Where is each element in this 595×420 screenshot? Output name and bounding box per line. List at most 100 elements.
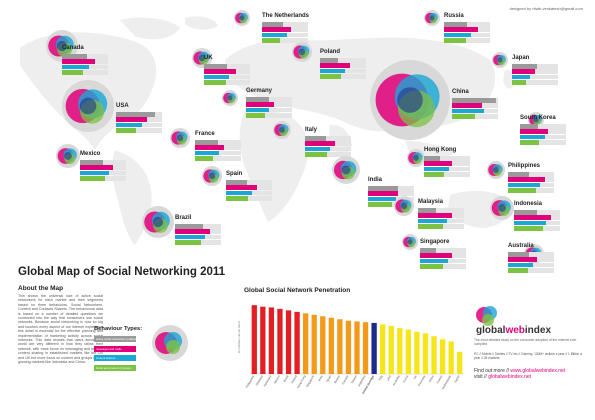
bar-fill bbox=[305, 136, 326, 141]
bar-track bbox=[262, 38, 308, 43]
bar-fill bbox=[444, 22, 467, 27]
country-bars bbox=[520, 124, 566, 146]
bar-row bbox=[452, 98, 498, 103]
bar-fill bbox=[424, 161, 452, 166]
venn-overlap bbox=[279, 127, 285, 133]
legend-heading: Behaviour Types: bbox=[94, 326, 143, 332]
venn-overlap bbox=[208, 172, 216, 180]
bar-fill bbox=[116, 122, 142, 128]
legend-swatch-cyan: content sharers bbox=[94, 355, 136, 361]
x-tick-label: Australia bbox=[392, 374, 401, 386]
bar-row bbox=[444, 22, 490, 27]
country-venn bbox=[273, 121, 291, 139]
bar-row bbox=[62, 70, 108, 75]
bar-fill bbox=[424, 156, 441, 161]
country-venn bbox=[402, 234, 418, 250]
bar-fill bbox=[520, 124, 539, 129]
country-name: Mexico bbox=[80, 151, 101, 157]
bar-row bbox=[204, 80, 250, 85]
bar-row bbox=[520, 124, 566, 129]
bar-row bbox=[175, 224, 221, 229]
y-axis-label: % of Active Internet Users bbox=[237, 320, 241, 353]
bar-fill bbox=[508, 172, 529, 177]
country-name: Poland bbox=[320, 49, 341, 55]
bar-row bbox=[514, 210, 560, 215]
bar-track bbox=[195, 156, 241, 161]
bar-row bbox=[262, 38, 308, 43]
country-name: Indonesia bbox=[514, 201, 543, 207]
bar-fill bbox=[246, 102, 274, 107]
country-name: France bbox=[195, 131, 215, 137]
country-bars bbox=[420, 248, 466, 270]
chart-bar bbox=[397, 328, 403, 374]
x-tick-label: India bbox=[317, 374, 324, 382]
bar-fill bbox=[226, 190, 252, 196]
bar-row bbox=[80, 176, 126, 181]
bar-row bbox=[204, 74, 250, 80]
bar-track bbox=[226, 180, 272, 185]
bar-row bbox=[262, 22, 308, 27]
bar-row bbox=[320, 58, 366, 63]
bar-row bbox=[508, 257, 554, 262]
bar-track bbox=[508, 252, 554, 257]
venn-overlap bbox=[227, 95, 233, 101]
bar-fill bbox=[305, 146, 331, 152]
bar-row bbox=[305, 136, 351, 141]
bar-fill bbox=[514, 215, 551, 220]
bar-track bbox=[444, 38, 490, 43]
bar-track bbox=[204, 80, 250, 85]
venn-overlap bbox=[429, 15, 435, 21]
venn-overlap bbox=[397, 87, 423, 113]
bar-fill bbox=[508, 262, 533, 268]
bar-fill bbox=[512, 64, 538, 69]
chart-bar bbox=[277, 308, 283, 374]
bar-fill bbox=[444, 38, 467, 43]
gwi-intro: The most detailed study on the consumer … bbox=[474, 338, 577, 347]
x-tick-label: Taiwan bbox=[350, 374, 358, 384]
bar-track bbox=[195, 140, 241, 145]
chart-bar bbox=[354, 321, 360, 374]
bar-row bbox=[418, 224, 464, 229]
country-bars bbox=[368, 186, 414, 208]
bar-row bbox=[444, 32, 490, 38]
bar-row bbox=[452, 108, 498, 114]
bar-row bbox=[512, 69, 558, 74]
venn-overlap bbox=[413, 155, 419, 161]
logo-word-global: global bbox=[476, 325, 506, 335]
website-link[interactable]: www.globalwebindex.net bbox=[510, 368, 566, 374]
legend-swatch-green: brand and product of groups bbox=[94, 364, 136, 371]
bar-fill bbox=[246, 113, 266, 118]
bar-fill bbox=[262, 32, 288, 38]
bar-track bbox=[520, 124, 566, 129]
bar-row bbox=[418, 213, 464, 218]
logo-circle-green bbox=[482, 314, 494, 326]
logo-word-index: index bbox=[525, 325, 552, 335]
bar-fill bbox=[368, 186, 398, 191]
country-venn bbox=[370, 60, 450, 140]
bar-row bbox=[424, 156, 470, 161]
bar-track bbox=[444, 22, 490, 27]
bar-fill bbox=[514, 226, 543, 231]
bar-track bbox=[424, 172, 470, 177]
country-venn bbox=[56, 144, 80, 168]
bar-fill bbox=[80, 170, 109, 176]
legend-item: brand and product of groups bbox=[94, 364, 142, 372]
bar-row bbox=[204, 69, 250, 74]
bar-row bbox=[424, 161, 470, 166]
chart-title: Global Social Network Penetration bbox=[244, 287, 351, 294]
bar-fill bbox=[420, 248, 437, 253]
about-text: This shows the universal size of active … bbox=[18, 294, 103, 365]
bar-fill bbox=[508, 177, 545, 182]
chart-bar bbox=[422, 333, 429, 374]
visit-link[interactable]: globalwebindex.net bbox=[488, 374, 531, 381]
country-bars bbox=[508, 172, 554, 194]
bar-row bbox=[226, 185, 272, 190]
bar-row bbox=[80, 160, 126, 165]
find-more-label: Find out more bbox=[474, 368, 505, 374]
bar-row bbox=[520, 134, 566, 140]
country-venn bbox=[234, 10, 250, 26]
chart-bar bbox=[251, 305, 257, 374]
gwi-stats: PC // Mobile // Tablets // TV etc // Gam… bbox=[474, 352, 582, 361]
bar-fill bbox=[520, 129, 548, 134]
venn-overlap bbox=[341, 165, 351, 175]
